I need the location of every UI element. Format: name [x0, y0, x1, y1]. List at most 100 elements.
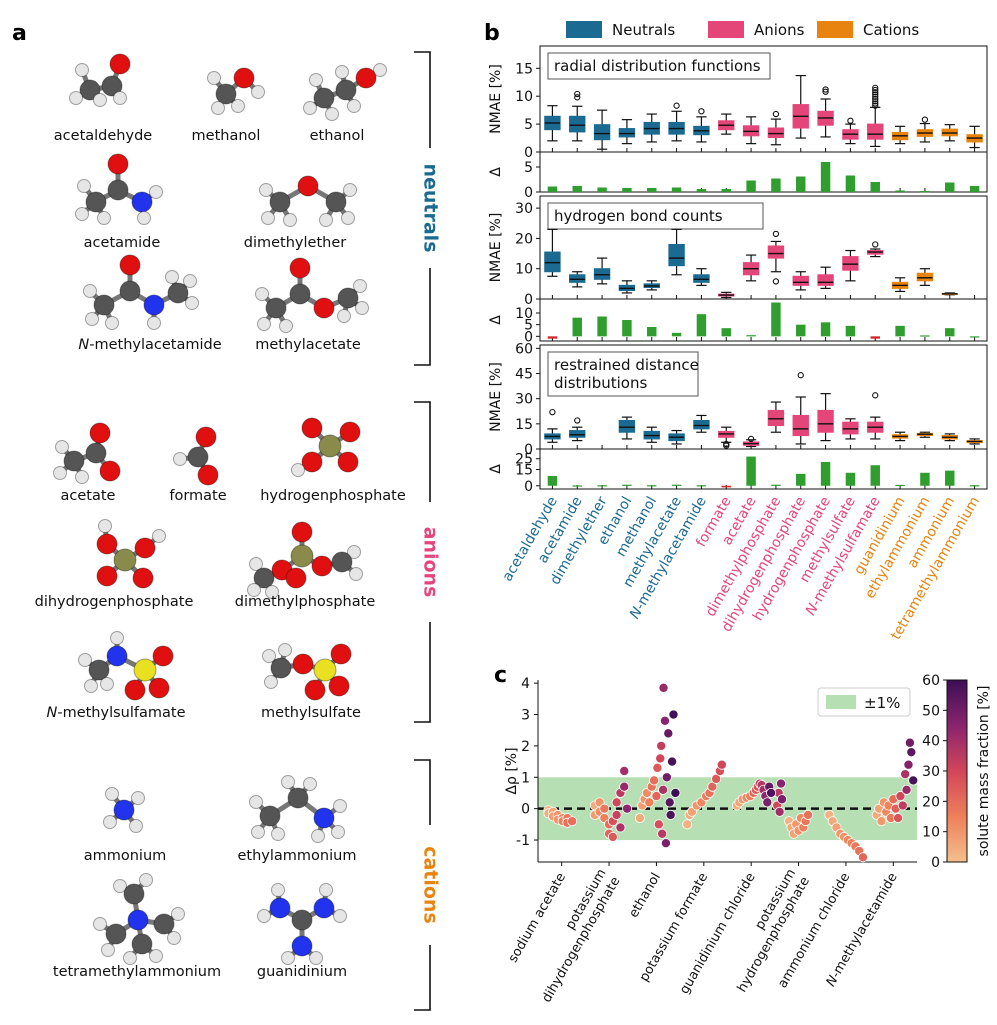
- atom-o: [355, 67, 377, 89]
- data-point: [857, 852, 868, 863]
- data-point: [665, 809, 676, 820]
- atom-h: [281, 775, 295, 789]
- box-iqr: [842, 256, 859, 271]
- delta-axis-label: Δ: [488, 167, 504, 177]
- atom-c: [187, 446, 209, 468]
- box-methylacetate: [668, 102, 685, 142]
- molecule-label: dimethylether: [244, 235, 346, 251]
- delta-bar: [547, 186, 558, 192]
- box-iqr: [916, 272, 934, 282]
- atom-h: [185, 296, 199, 310]
- box-acetamide: [569, 417, 586, 442]
- atom-o: [89, 422, 111, 444]
- atom-p: [113, 548, 137, 572]
- box-methanol: [643, 426, 660, 443]
- delta-bar: [572, 317, 582, 337]
- atom-h: [249, 557, 263, 571]
- y-axis-label: Δρ [%]: [504, 747, 520, 794]
- outlier: [872, 93, 879, 100]
- atom-o: [119, 254, 141, 276]
- title-line: distributions: [554, 374, 647, 392]
- atom-o: [107, 153, 129, 175]
- y-axis-label: NMAE [%]: [488, 362, 504, 432]
- atom-h: [319, 213, 333, 227]
- atom-h: [279, 319, 293, 333]
- atom-n: [291, 935, 313, 957]
- data-point: [651, 791, 662, 802]
- atom-c: [215, 83, 237, 105]
- legend-cations: Cations: [817, 21, 919, 39]
- box-methylsulfate: [842, 117, 859, 145]
- delta-bar: [647, 327, 657, 337]
- atom-o: [337, 451, 359, 473]
- atom-n: [313, 807, 335, 829]
- atom-h: [147, 316, 161, 330]
- delta-bar: [746, 335, 756, 337]
- atom-c: [107, 179, 129, 201]
- atom-h: [101, 943, 115, 957]
- box-methylacetate: [668, 228, 685, 276]
- title-box: [547, 52, 771, 80]
- delta-bar: [945, 470, 955, 486]
- data-point: [567, 816, 578, 827]
- data-point: [611, 809, 622, 820]
- atom-c: [123, 883, 145, 905]
- atom-h: [105, 787, 119, 801]
- box-acetaldehyde: [544, 228, 561, 277]
- data-point: [653, 819, 664, 830]
- molecule-label: tetramethylammonium: [53, 964, 221, 980]
- y-tick-label: 0: [521, 802, 530, 818]
- delta-bar: [597, 187, 607, 192]
- atom-c: [265, 297, 287, 319]
- delta-bar: [622, 320, 632, 337]
- delta-y-tick-label: 5: [524, 160, 533, 176]
- box-n-methylsulfamate: [867, 392, 884, 440]
- atom-h: [335, 65, 349, 79]
- box-formate: [718, 113, 735, 135]
- atom-p: [318, 434, 342, 458]
- atom-o: [152, 645, 174, 667]
- y-axis-label: NMAE [%]: [488, 64, 504, 134]
- box-iqr: [767, 245, 785, 259]
- data-point: [762, 797, 773, 808]
- atom-c: [79, 79, 101, 101]
- atom-h: [105, 316, 119, 330]
- atom-n: [143, 294, 165, 316]
- delta-bar: [870, 182, 880, 192]
- delta-bar: [696, 485, 707, 487]
- delta-bar: [895, 190, 905, 192]
- box-ammonium: [941, 292, 958, 296]
- atom-h: [93, 93, 107, 107]
- box-n-methylacetamide: [693, 414, 710, 433]
- legend-band-swatch: [826, 695, 856, 709]
- y-tick-label: 10: [515, 89, 533, 105]
- atom-h: [78, 653, 92, 667]
- box-iqr: [668, 243, 685, 267]
- molecule-n-methylacetamide: N-methylacetamide: [78, 254, 222, 353]
- atom-h: [167, 931, 181, 945]
- box-ethanol: [618, 119, 636, 145]
- delta-bar: [771, 178, 781, 192]
- subplot-title: radial distribution functions: [554, 57, 761, 75]
- molecule-label: methanol: [192, 128, 261, 144]
- delta-bar: [969, 485, 980, 487]
- delta-y-tick-label: 0: [524, 185, 533, 201]
- atom-h: [171, 907, 185, 921]
- title-line: radial distribution functions: [554, 57, 761, 75]
- atom-c: [325, 191, 347, 213]
- colorbar-tick-label: 30: [922, 764, 940, 780]
- box-n-methylacetamide: [693, 108, 710, 143]
- atom-c: [287, 787, 309, 809]
- molecule-label: dimethylphosphate: [235, 594, 376, 610]
- atom-o: [311, 555, 333, 577]
- y-tick-label: 15: [515, 417, 533, 433]
- delta-bar: [622, 188, 632, 192]
- box-methanol: [643, 280, 660, 291]
- delta-y-tick-label: 10: [515, 306, 533, 322]
- atom-c: [153, 913, 175, 935]
- atom-o: [148, 677, 170, 699]
- molecule-dimethylether: dimethylether: [244, 175, 357, 251]
- atom-c: [167, 282, 189, 304]
- outlier: [698, 108, 705, 115]
- box-iqr: [792, 414, 809, 437]
